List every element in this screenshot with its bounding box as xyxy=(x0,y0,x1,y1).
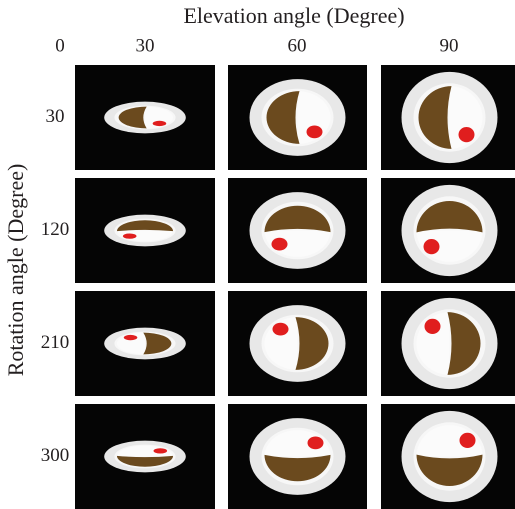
photo xyxy=(381,65,515,170)
curry xyxy=(143,332,172,355)
plate xyxy=(104,214,186,247)
food xyxy=(116,220,174,242)
photo xyxy=(75,291,215,396)
photo xyxy=(228,178,367,283)
food xyxy=(116,445,174,467)
food xyxy=(416,201,483,262)
plate xyxy=(249,192,346,269)
elevation-title: Elevation angle (Degree) xyxy=(183,3,404,28)
curry xyxy=(264,454,331,482)
pickle xyxy=(458,127,475,143)
curry xyxy=(295,317,329,370)
column-label: 30 xyxy=(136,35,155,56)
photo xyxy=(75,65,215,170)
curry xyxy=(264,205,331,233)
food xyxy=(418,86,483,149)
rotation-title: Rotation angle (Degree) xyxy=(3,164,28,377)
curry xyxy=(418,86,452,149)
plate xyxy=(104,440,186,473)
food xyxy=(116,332,172,355)
plate xyxy=(104,327,186,360)
photo xyxy=(75,404,215,509)
pickle xyxy=(152,120,167,127)
plate xyxy=(401,297,498,390)
row-label: 120 xyxy=(41,219,70,240)
photo xyxy=(228,291,367,396)
row-label: 300 xyxy=(41,445,70,466)
plate xyxy=(104,101,186,134)
food xyxy=(264,430,331,482)
food xyxy=(416,312,481,375)
pickle xyxy=(271,237,288,251)
column-label: 60 xyxy=(288,35,307,56)
plate xyxy=(401,184,498,277)
column-label: 90 xyxy=(440,35,459,56)
curry xyxy=(416,201,483,233)
photo-grid xyxy=(75,65,515,509)
food xyxy=(264,317,329,370)
plate xyxy=(401,410,498,503)
curry xyxy=(416,454,483,486)
pickle xyxy=(123,334,138,341)
pickle xyxy=(306,125,323,139)
photo xyxy=(381,404,515,509)
curry xyxy=(447,312,481,375)
curry xyxy=(116,455,174,467)
curry xyxy=(266,91,300,144)
food xyxy=(264,205,331,257)
plate xyxy=(401,71,498,164)
curry xyxy=(116,220,174,232)
pickle xyxy=(307,436,324,450)
row-label: 30 xyxy=(46,106,65,127)
pickle xyxy=(459,432,476,448)
food xyxy=(118,106,174,129)
column-label: 0 xyxy=(55,35,65,56)
photo xyxy=(75,178,215,283)
plate xyxy=(249,418,346,495)
pickle xyxy=(122,233,137,239)
plate xyxy=(249,305,346,382)
plate xyxy=(249,79,346,156)
photo xyxy=(228,404,367,509)
photo xyxy=(381,178,515,283)
food xyxy=(416,425,483,486)
row-label: 210 xyxy=(41,332,70,353)
photo xyxy=(228,65,367,170)
food xyxy=(266,91,331,144)
pickle xyxy=(272,322,289,336)
pickle xyxy=(423,239,440,255)
pickle xyxy=(424,318,441,334)
photo xyxy=(381,291,515,396)
pickle xyxy=(153,448,168,454)
curry xyxy=(118,106,147,129)
